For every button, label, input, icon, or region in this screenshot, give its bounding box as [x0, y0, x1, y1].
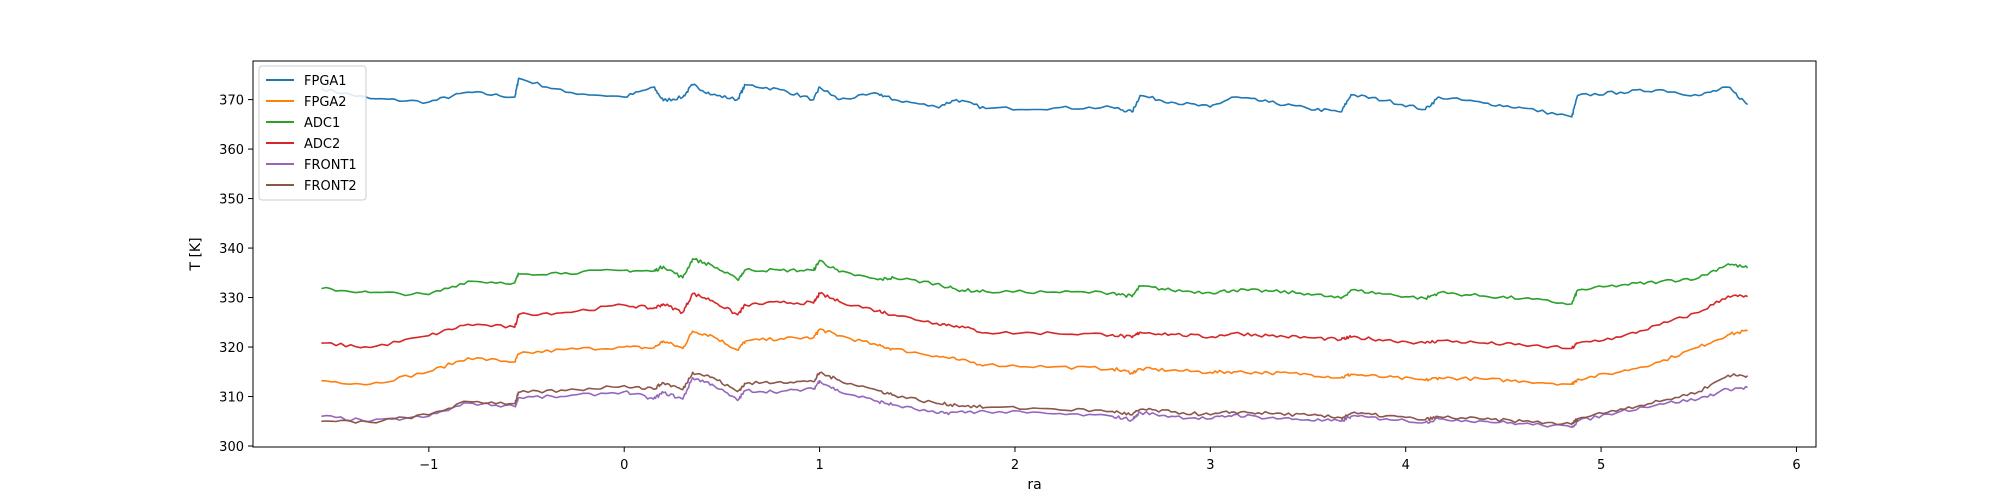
legend-label-fpga1: FPGA1 — [304, 74, 347, 89]
plot-frame — [252, 60, 1817, 448]
x-tick-label: 4 — [1402, 458, 1410, 473]
y-tick-label: 370 — [219, 94, 244, 109]
series-layer — [321, 77, 1749, 429]
series-line-fpga2 — [321, 328, 1748, 386]
series-line-front1 — [321, 376, 1748, 429]
x-tick-label: 1 — [815, 458, 823, 473]
y-axis-label: T [K] — [188, 237, 204, 271]
legend-label-front1: FRONT1 — [304, 158, 357, 173]
y-tick-label: 310 — [219, 391, 244, 406]
x-tick-label: 6 — [1792, 458, 1800, 473]
x-tick-label: −1 — [419, 458, 438, 473]
y-axis: 300 310 320 330 340 350 360 370 — [219, 94, 253, 455]
x-tick-label: 3 — [1206, 458, 1214, 473]
y-tick-label: 350 — [219, 193, 244, 208]
y-tick-label: 330 — [219, 292, 244, 307]
legend-label-adc1: ADC1 — [304, 116, 340, 131]
series-line-front2 — [321, 371, 1749, 426]
y-tick-label: 340 — [219, 242, 244, 257]
series-line-fpga1 — [321, 77, 1749, 118]
legend-label-adc2: ADC2 — [304, 137, 340, 152]
y-tick-label: 300 — [219, 440, 244, 455]
series-line-adc1 — [321, 257, 1749, 306]
x-tick-label: 2 — [1011, 458, 1019, 473]
x-tick-label: 0 — [620, 458, 628, 473]
x-tick-label: 5 — [1597, 458, 1605, 473]
series-line-adc2 — [321, 291, 1748, 350]
legend: FPGA1 FPGA2 ADC1 ADC2 FRONT1 FRONT2 — [258, 65, 367, 201]
legend-box — [258, 65, 367, 201]
y-tick-label: 360 — [219, 143, 244, 158]
x-axis-label: ra — [1027, 477, 1041, 493]
y-tick-label: 320 — [219, 341, 244, 356]
legend-label-front2: FRONT2 — [304, 179, 357, 194]
legend-label-fpga2: FPGA2 — [304, 95, 347, 110]
x-axis: −1 0 1 2 3 4 5 6 — [419, 447, 1801, 473]
